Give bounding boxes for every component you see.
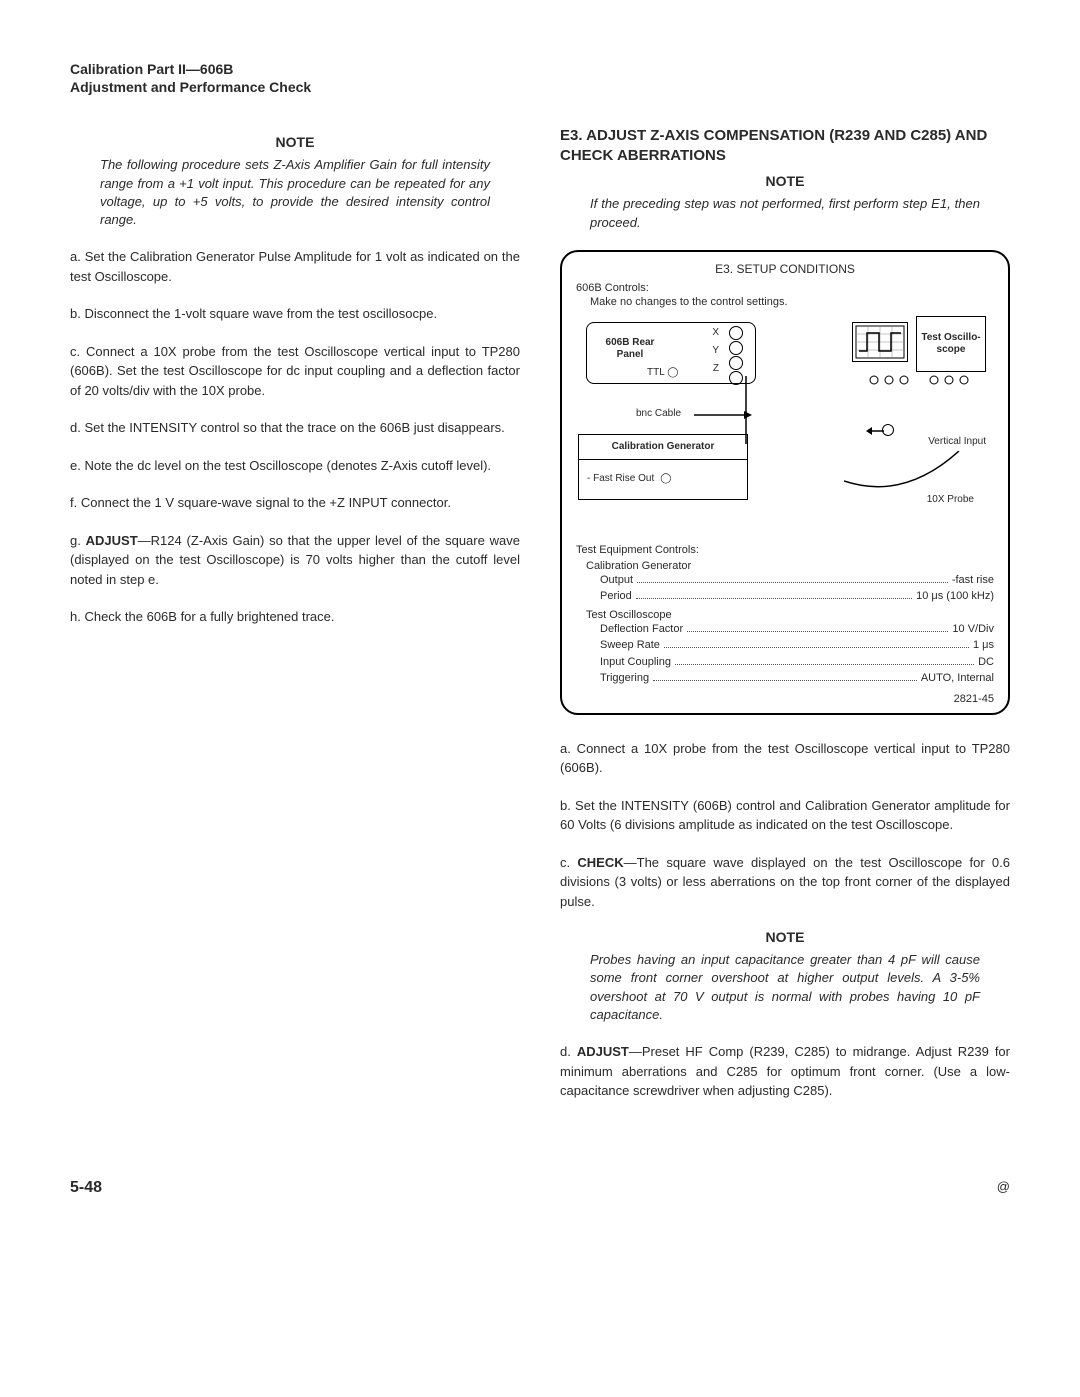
kv-row: Deflection Factor 10 V/Div <box>600 621 994 638</box>
kv-key: Input Coupling <box>600 654 671 671</box>
probe-label: 10X Probe <box>927 494 974 505</box>
figure-ref: 2821-45 <box>576 693 994 705</box>
kv-key: Triggering <box>600 670 649 687</box>
kv-val: 10 V/Div <box>952 621 994 638</box>
scope-group: Test Oscilloscope <box>586 609 994 621</box>
bnc-label: bnc Cable <box>636 408 681 419</box>
step-g-post: —R124 (Z-Axis Gain) so that the upper le… <box>70 533 520 587</box>
r-step-a: a. Connect a 10X probe from the test Osc… <box>560 739 1010 778</box>
x-label: X <box>712 327 719 339</box>
r-step-b: b. Set the INTENSITY (606B) control and … <box>560 796 1010 835</box>
page-header: Calibration Part II—606B Adjustment and … <box>70 60 1010 96</box>
y-label: Y <box>712 345 719 357</box>
kv-key: Deflection Factor <box>600 621 683 638</box>
note-body: The following procedure sets Z-Axis Ampl… <box>100 156 490 229</box>
kv-val: DC <box>978 654 994 671</box>
step-d: d. Set the INTENSITY control so that the… <box>70 418 520 438</box>
calgen-box: Calibration Generator <box>578 434 748 460</box>
kv-val: 10 μs (100 kHz) <box>916 588 994 605</box>
kv-row: Input Coupling DC <box>600 654 994 671</box>
step-g-bold: ADJUST <box>86 533 138 548</box>
note-body-r: If the preceding step was not performed,… <box>590 195 980 231</box>
note2-body: Probes having an input capacitance great… <box>590 951 980 1024</box>
equip-label: Test Equipment Controls: <box>576 544 994 556</box>
setup-diagram: 606B Rear Panel X Y Z TTL ◯ Test Oscillo… <box>576 316 994 536</box>
setup-conditions-box: E3. SETUP CONDITIONS 606B Controls: Make… <box>560 250 1010 715</box>
note-title-r: NOTE <box>560 173 1010 189</box>
kv-row: Output -fast rise <box>600 572 994 589</box>
step-h: h. Check the 606B for a fully brightened… <box>70 607 520 627</box>
step-a: a. Set the Calibration Generator Pulse A… <box>70 247 520 286</box>
fastrise-label: - Fast Rise Out <box>587 473 654 485</box>
scope-screen <box>852 322 908 362</box>
kv-key: Output <box>600 572 633 589</box>
scope-knobs <box>864 374 974 386</box>
two-column-layout: NOTE The following procedure sets Z-Axis… <box>70 126 1010 1118</box>
step-f: f. Connect the 1 V square-wave signal to… <box>70 493 520 513</box>
note2-title: NOTE <box>560 929 1010 945</box>
vert-input-label: Vertical Input <box>928 436 986 447</box>
r-step-c-post: —The square wave displayed on the test O… <box>560 855 1010 909</box>
connection-line <box>741 376 761 444</box>
header-line2: Adjustment and Performance Check <box>70 78 1010 96</box>
setup-controls-text: Make no changes to the control settings. <box>590 296 994 308</box>
step-g-pre: g. <box>70 533 86 548</box>
kv-val: 1 μs <box>973 637 994 654</box>
footer-mark: @ <box>997 1179 1010 1197</box>
kv-val: -fast rise <box>952 572 994 589</box>
left-column: NOTE The following procedure sets Z-Axis… <box>70 126 520 1118</box>
ttl-label: TTL ◯ <box>647 367 678 379</box>
test-scope-box: Test Oscillo-scope <box>916 316 986 372</box>
z-label: Z <box>713 363 719 375</box>
header-line1: Calibration Part II—606B <box>70 60 1010 78</box>
r-step-d-pre: d. <box>560 1044 577 1059</box>
r-step-c-pre: c. <box>560 855 577 870</box>
step-c: c. Connect a 10X probe from the test Osc… <box>70 342 520 401</box>
fastrise-box: - Fast Rise Out ◯ <box>578 460 748 500</box>
page-footer: 5-48 @ <box>70 1179 1010 1197</box>
kv-row: Period 10 μs (100 kHz) <box>600 588 994 605</box>
r-step-c-bold: CHECK <box>577 855 623 870</box>
kv-key: Sweep Rate <box>600 637 660 654</box>
rear-panel-label: 606B Rear Panel <box>595 337 665 361</box>
scope-rows: Deflection Factor10 V/DivSweep Rate1 μsI… <box>576 621 994 687</box>
right-column: E3. ADJUST Z-AXIS COMPENSATION (R239 AND… <box>560 126 1010 1118</box>
kv-val: AUTO, Internal <box>921 670 994 687</box>
step-b: b. Disconnect the 1-volt square wave fro… <box>70 304 520 324</box>
kv-row: Triggering AUTO, Internal <box>600 670 994 687</box>
arrow-icon <box>866 424 884 438</box>
setup-controls-label: 606B Controls: <box>576 282 994 294</box>
calgen-group: Calibration Generator <box>586 560 994 572</box>
r-step-d-bold: ADJUST <box>577 1044 629 1059</box>
section-heading: E3. ADJUST Z-AXIS COMPENSATION (R239 AND… <box>560 126 1010 165</box>
r-step-d: d. ADJUST—Preset HF Comp (R239, C285) to… <box>560 1042 1010 1101</box>
page-number: 5-48 <box>70 1179 102 1197</box>
setup-title: E3. SETUP CONDITIONS <box>576 262 994 276</box>
calgen-rows: Output -fast rise Period 10 μs (100 kHz) <box>576 572 994 605</box>
step-g: g. ADJUST—R124 (Z-Axis Gain) so that the… <box>70 531 520 590</box>
rear-panel-box: 606B Rear Panel X Y Z TTL ◯ <box>586 322 756 384</box>
kv-row: Sweep Rate 1 μs <box>600 637 994 654</box>
step-e: e. Note the dc level on the test Oscillo… <box>70 456 520 476</box>
note-title: NOTE <box>70 134 520 150</box>
r-step-c: c. CHECK—The square wave displayed on th… <box>560 853 1010 912</box>
kv-key: Period <box>600 588 632 605</box>
